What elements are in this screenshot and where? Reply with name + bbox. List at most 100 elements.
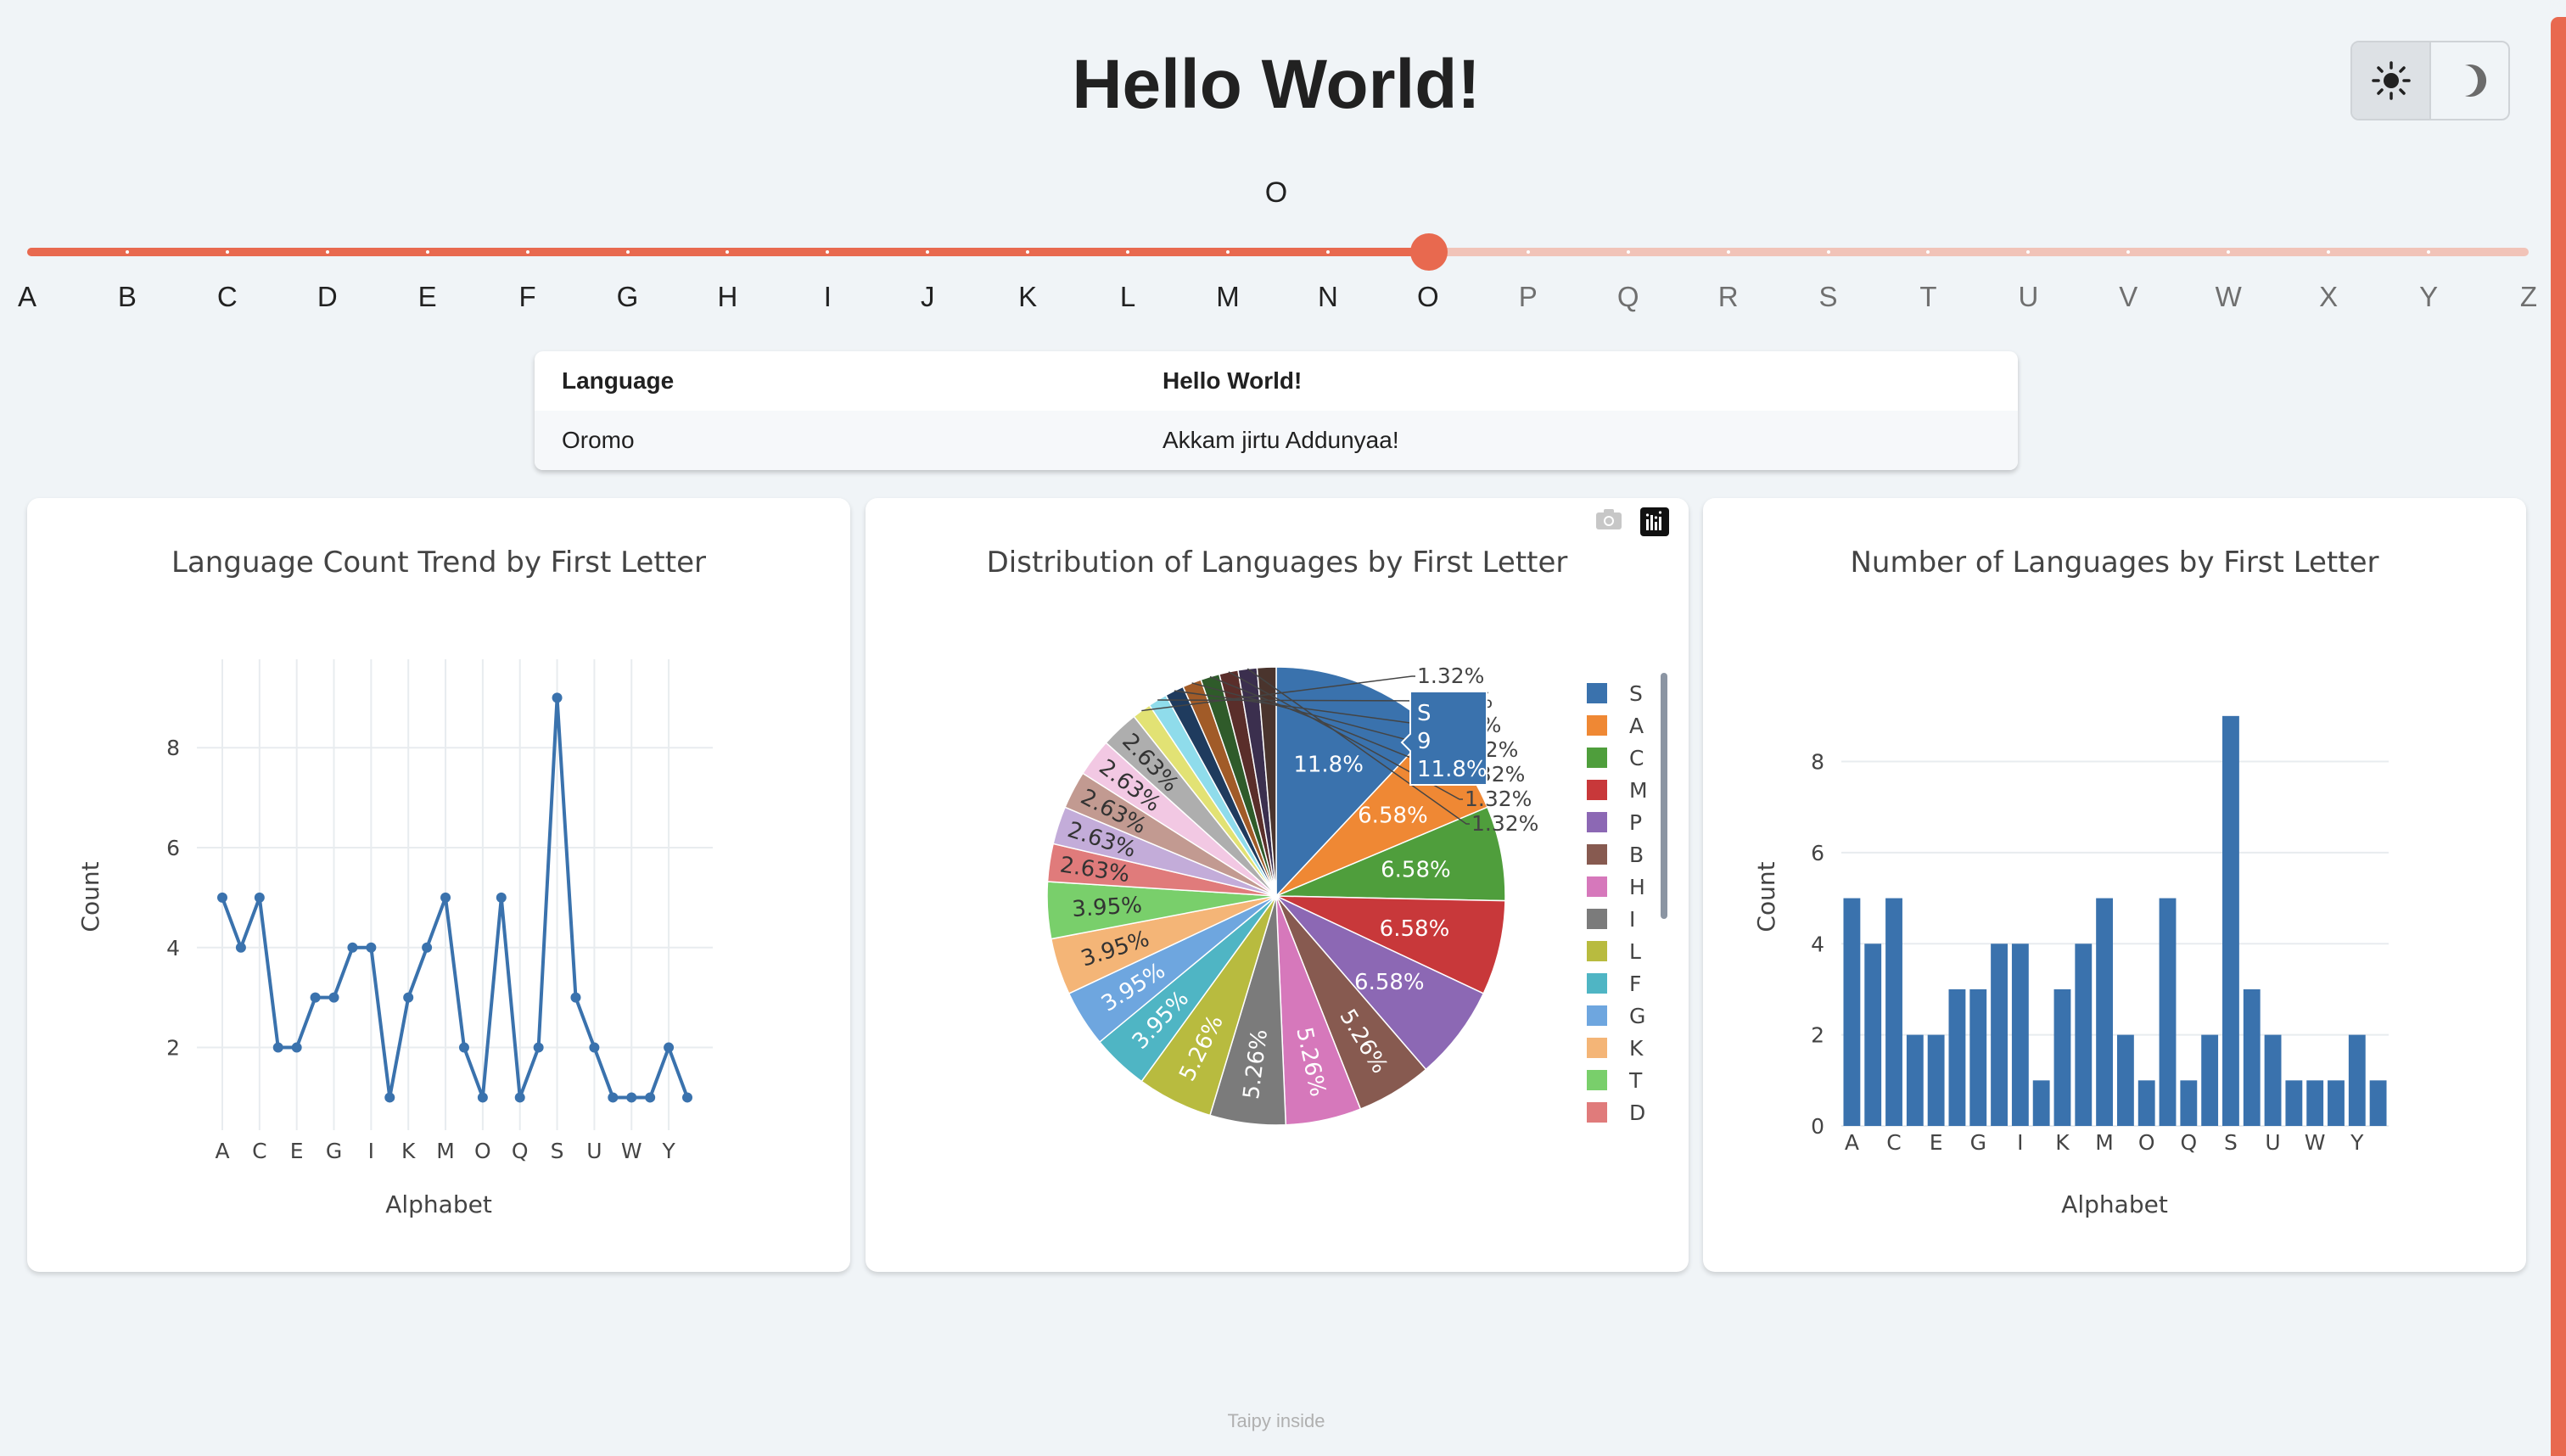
- line-point[interactable]: [589, 1042, 600, 1053]
- line-point[interactable]: [533, 1042, 544, 1053]
- line-chart[interactable]: Language Count Trend by First Letter 2 4 6 8…: [27, 498, 850, 1272]
- dark-mode-button[interactable]: [2431, 42, 2508, 119]
- legend-item[interactable]: D: [1629, 1100, 1645, 1125]
- legend-item[interactable]: B: [1629, 843, 1644, 867]
- slider-label-a[interactable]: A: [17, 281, 36, 312]
- slider-label-l[interactable]: L: [1119, 281, 1136, 312]
- legend-swatch[interactable]: [1587, 1102, 1607, 1123]
- legend-item[interactable]: S: [1629, 681, 1643, 706]
- slider-label-y[interactable]: Y: [2419, 281, 2439, 312]
- line-point[interactable]: [514, 1092, 525, 1103]
- line-point[interactable]: [664, 1042, 675, 1053]
- line-point[interactable]: [254, 892, 265, 903]
- slider-label-m[interactable]: M: [1216, 281, 1240, 312]
- line-point[interactable]: [570, 992, 581, 1003]
- legend-swatch[interactable]: [1587, 748, 1607, 768]
- legend-swatch[interactable]: [1587, 973, 1607, 994]
- bar-c[interactable]: [1885, 898, 1902, 1126]
- bar-f[interactable]: [1948, 988, 1966, 1126]
- bar-p[interactable]: [2159, 898, 2177, 1126]
- line-point[interactable]: [347, 942, 358, 953]
- line-point[interactable]: [310, 992, 321, 1003]
- slider-label-k[interactable]: K: [1018, 281, 1038, 312]
- slider-label-u[interactable]: U: [2018, 281, 2039, 312]
- theme-toggle[interactable]: [2350, 41, 2510, 120]
- slider-label-o[interactable]: O: [1417, 281, 1439, 312]
- slider-label-i[interactable]: I: [823, 281, 832, 312]
- slider-label-r[interactable]: R: [1717, 281, 1739, 312]
- pie-slice-m[interactable]: [1275, 895, 1506, 994]
- bar-e[interactable]: [1927, 1034, 1945, 1126]
- bar-n[interactable]: [2116, 1034, 2134, 1126]
- slider-label-d[interactable]: D: [317, 281, 338, 312]
- legend-item[interactable]: G: [1629, 1004, 1645, 1028]
- bar-z[interactable]: [2369, 1080, 2387, 1126]
- slider-label-f[interactable]: F: [518, 281, 536, 312]
- bar-t[interactable]: [2243, 988, 2261, 1126]
- slider-label-p[interactable]: P: [1518, 281, 1538, 312]
- plotly-logo-icon[interactable]: [1640, 507, 1669, 536]
- line-series[interactable]: [221, 697, 689, 1100]
- slider-label-h[interactable]: H: [717, 281, 738, 312]
- legend-item[interactable]: A: [1629, 714, 1644, 738]
- slider-label-v[interactable]: V: [2119, 281, 2138, 312]
- bar-r[interactable]: [2201, 1034, 2219, 1126]
- letter-slider-thumb[interactable]: [1410, 233, 1448, 271]
- line-point[interactable]: [645, 1092, 656, 1103]
- letter-slider-track[interactable]: [27, 248, 2529, 256]
- bar-y[interactable]: [2348, 1034, 2366, 1126]
- line-point[interactable]: [440, 892, 451, 903]
- legend-swatch[interactable]: [1587, 909, 1607, 929]
- scrollbar[interactable]: [2551, 17, 2566, 1456]
- legend-item[interactable]: H: [1629, 875, 1645, 899]
- pie-slice-p[interactable]: [1275, 895, 1485, 1071]
- slider-label-w[interactable]: W: [2215, 281, 2242, 312]
- slider-label-g[interactable]: G: [616, 281, 639, 312]
- slider-label-x[interactable]: X: [2319, 281, 2339, 312]
- legend-swatch[interactable]: [1587, 876, 1607, 897]
- slider-label-z[interactable]: Z: [2519, 281, 2538, 312]
- legend-item[interactable]: T: [1628, 1068, 1643, 1093]
- slider-label-t[interactable]: T: [1919, 281, 1937, 312]
- legend-swatch[interactable]: [1587, 844, 1607, 865]
- line-point[interactable]: [458, 1042, 469, 1053]
- legend-swatch[interactable]: [1587, 1070, 1607, 1090]
- legend-swatch[interactable]: [1587, 683, 1607, 703]
- bar-g[interactable]: [1969, 988, 1987, 1126]
- camera-icon[interactable]: [1594, 507, 1623, 531]
- slider-label-s[interactable]: S: [1818, 281, 1838, 312]
- bar-w[interactable]: [2306, 1080, 2324, 1126]
- bar-b[interactable]: [1864, 944, 1882, 1126]
- bar-h[interactable]: [1991, 944, 2008, 1126]
- legend-item[interactable]: C: [1629, 746, 1644, 770]
- legend-swatch[interactable]: [1587, 812, 1607, 832]
- line-point[interactable]: [272, 1042, 283, 1053]
- legend-swatch[interactable]: [1587, 780, 1607, 800]
- legend-item[interactable]: K: [1629, 1036, 1644, 1061]
- bar-q[interactable]: [2180, 1080, 2198, 1126]
- bar-k[interactable]: [2053, 988, 2071, 1126]
- legend-item[interactable]: I: [1629, 907, 1635, 932]
- line-point[interactable]: [328, 992, 339, 1003]
- legend-item[interactable]: L: [1629, 939, 1641, 964]
- bar-x[interactable]: [2328, 1080, 2345, 1126]
- line-point[interactable]: [477, 1092, 488, 1103]
- bar-u[interactable]: [2264, 1034, 2282, 1126]
- slider-label-c[interactable]: C: [216, 281, 238, 312]
- line-point[interactable]: [626, 1092, 637, 1103]
- line-point[interactable]: [422, 942, 433, 953]
- legend-item[interactable]: F: [1629, 972, 1641, 996]
- line-point[interactable]: [291, 1042, 302, 1053]
- pie-chart[interactable]: Distribution of Languages by First Lette…: [866, 498, 1689, 1272]
- line-point[interactable]: [403, 992, 414, 1003]
- legend-swatch[interactable]: [1587, 715, 1607, 736]
- bar-chart[interactable]: Number of Languages by First Letter 0 2 4 6 8…: [1703, 498, 2526, 1272]
- slider-label-e[interactable]: E: [417, 281, 437, 312]
- line-point[interactable]: [608, 1092, 619, 1103]
- bar-i[interactable]: [2011, 944, 2029, 1126]
- slider-label-q[interactable]: Q: [1616, 281, 1639, 312]
- line-point[interactable]: [217, 892, 227, 903]
- legend-scrollbar[interactable]: [1661, 673, 1667, 919]
- line-point[interactable]: [496, 892, 507, 903]
- pie-slice-z[interactable]: [1256, 666, 1277, 897]
